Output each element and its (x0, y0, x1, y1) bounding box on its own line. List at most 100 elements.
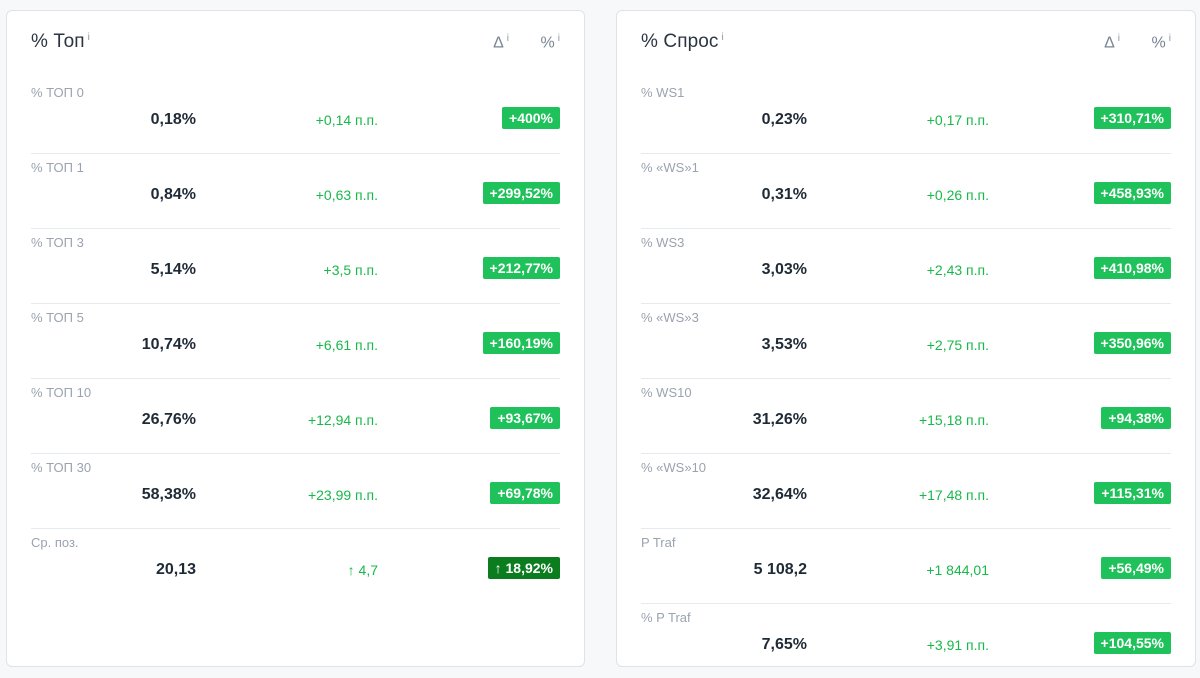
metric-label: % WS10 (641, 385, 692, 400)
metric-percent-badge: +299,52% (482, 182, 560, 204)
delta-header-text: Δ (1104, 34, 1115, 52)
metric-row: % ТОП 3 5,14% +3,5 п.п. +212,77% (31, 229, 560, 304)
metric-label: % P Traf (641, 610, 691, 625)
metric-delta-value: 4,7 (358, 562, 378, 578)
metric-label: P Traf (641, 535, 676, 550)
metric-row: % «WS»10 32,64% +17,48 п.п. +115,31% (641, 454, 1171, 529)
metric-row: % ТОП 10 26,76% +12,94 п.п. +93,67% (31, 379, 560, 454)
metric-percent-badge: +115,31% (1094, 482, 1171, 504)
metric-value: 3,03% (761, 261, 807, 278)
percent-header-text: % (1151, 34, 1166, 52)
metric-label: % «WS»10 (641, 460, 707, 475)
metric-delta: +0,63 п.п. (315, 187, 378, 203)
card-title-text: % Топ (31, 31, 85, 52)
metric-delta: +0,14 п.п. (315, 112, 378, 128)
info-icon[interactable]: i (1117, 33, 1120, 44)
metric-delta: +0,17 п.п. (926, 112, 989, 128)
metric-percent-badge: +350,96% (1093, 332, 1171, 354)
metric-delta: +2,75 п.п. (926, 337, 989, 353)
metric-label: % «WS»1 (641, 160, 699, 175)
metric-percent-badge: ↑ 18,92% (487, 557, 560, 579)
metric-percent-badge: +93,67% (490, 407, 560, 429)
metric-row: % WS3 3,03% +2,43 п.п. +410,98% (641, 229, 1171, 304)
metric-value: 20,13 (155, 561, 196, 578)
metric-percent-badge: +410,98% (1093, 257, 1171, 279)
metric-row: % ТОП 30 58,38% +23,99 п.п. +69,78% (31, 454, 560, 529)
metric-delta: +6,61 п.п. (315, 337, 378, 353)
metric-percent-badge: +310,71% (1093, 107, 1171, 129)
metrics-list: % WS1 0,23% +0,17 п.п. +310,71% % «WS»1 … (641, 79, 1171, 678)
metric-delta: +23,99 п.п. (307, 487, 378, 503)
metric-row: P Traf 5 108,2 +1 844,01 +56,49% (641, 529, 1171, 604)
metric-percent-badge: +94,38% (1101, 407, 1171, 429)
metric-label: % ТОП 10 (31, 385, 92, 400)
metric-row: % ТОП 5 10,74% +6,61 п.п. +160,19% (31, 304, 560, 379)
metric-value: 10,74% (141, 336, 196, 353)
metric-value: 26,76% (141, 411, 196, 428)
metric-delta: +12,94 п.п. (307, 412, 378, 428)
metric-value: 3,53% (761, 336, 807, 353)
percent-header-text: % (540, 34, 555, 52)
info-icon[interactable]: i (557, 33, 560, 44)
metric-delta: +3,91 п.п. (926, 637, 989, 653)
metric-percent-badge: +160,19% (482, 332, 560, 354)
metric-percent-badge: +400% (502, 107, 560, 129)
metric-delta: +1 844,01 (926, 562, 989, 578)
metric-label: % ТОП 1 (31, 160, 84, 175)
metric-label: % «WS»3 (641, 310, 699, 325)
metric-delta: +15,18 п.п. (918, 412, 989, 428)
metric-value: 0,18% (150, 111, 196, 128)
metric-value: 5,14% (150, 261, 196, 278)
metric-label: % ТОП 30 (31, 460, 92, 475)
metric-label: Ср. поз. (31, 535, 79, 550)
metric-value: 7,65% (761, 636, 807, 653)
metric-label: % ТОП 0 (31, 85, 84, 100)
info-icon[interactable]: i (721, 31, 724, 43)
info-icon[interactable]: i (1168, 33, 1171, 44)
metric-percent-value: 18,92% (505, 560, 553, 576)
metric-row: % «WS»3 3,53% +2,75 п.п. +350,96% (641, 304, 1171, 379)
metric-value: 0,31% (761, 186, 807, 203)
metric-label: % WS3 (641, 235, 685, 250)
metric-delta: +3,5 п.п. (323, 262, 378, 278)
metric-row: % ТОП 1 0,84% +0,63 п.п. +299,52% (31, 154, 560, 229)
metric-percent-badge: +458,93% (1093, 182, 1171, 204)
metric-label: % ТОП 3 (31, 235, 84, 250)
metric-delta: ↑ 4,7 (348, 562, 378, 578)
metric-label: % WS1 (641, 85, 685, 100)
card-title: % Спрос i (641, 31, 724, 53)
metric-row: % P Traf 7,65% +3,91 п.п. +104,55% (641, 604, 1171, 678)
metric-row: % ТОП 0 0,18% +0,14 п.п. +400% (31, 79, 560, 154)
metric-value: 5 108,2 (753, 561, 807, 578)
card-title: % Топ i (31, 31, 90, 53)
metric-row: % «WS»1 0,31% +0,26 п.п. +458,93% (641, 154, 1171, 229)
info-icon[interactable]: i (506, 33, 509, 44)
metric-value: 58,38% (141, 486, 196, 503)
card-title-text: % Спрос (641, 31, 719, 52)
metric-label: % ТОП 5 (31, 310, 84, 325)
percent-column-header: % i (1152, 33, 1171, 52)
metric-percent-badge: +56,49% (1101, 557, 1171, 579)
info-icon[interactable]: i (87, 31, 90, 43)
arrow-up-icon: ↑ (347, 562, 355, 578)
metric-row: % WS1 0,23% +0,17 п.п. +310,71% (641, 79, 1171, 154)
metric-percent-badge: +104,55% (1093, 632, 1171, 654)
metric-delta: +0,26 п.п. (926, 187, 989, 203)
metric-delta: +17,48 п.п. (918, 487, 989, 503)
metrics-list: % ТОП 0 0,18% +0,14 п.п. +400% % ТОП 1 0… (31, 79, 560, 603)
metric-value: 31,26% (752, 411, 807, 428)
metric-value: 0,84% (150, 186, 196, 203)
delta-header-text: Δ (493, 34, 504, 52)
metric-delta: +2,43 п.п. (926, 262, 989, 278)
percent-column-header: % i (541, 33, 560, 52)
metric-row: Ср. поз. 20,13 ↑ 4,7 ↑ 18,92% (31, 529, 560, 603)
metric-percent-badge: +212,77% (482, 257, 560, 279)
metric-row: % WS10 31,26% +15,18 п.п. +94,38% (641, 379, 1171, 454)
metric-value: 0,23% (761, 111, 807, 128)
